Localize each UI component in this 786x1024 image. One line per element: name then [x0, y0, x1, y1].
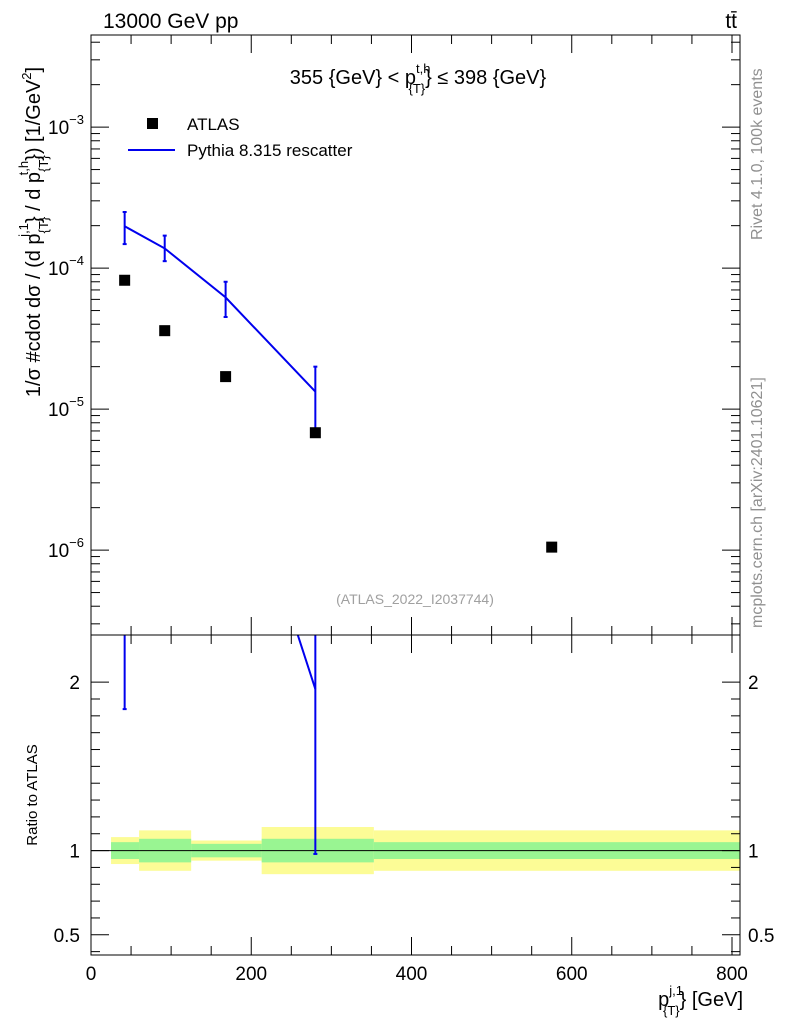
atlas-data-point [119, 274, 131, 286]
main-ytick-label: 10−4 [48, 253, 84, 280]
ratio-ytick-label-left: 0.5 [54, 926, 80, 947]
main-title: 355 {GeV} < pt,h {T}} ≤ 398 {GeV} [290, 61, 547, 96]
atlas-data-point [159, 325, 171, 337]
atlas-data-point [546, 541, 558, 553]
xtick-label: 200 [235, 964, 267, 985]
process-label: tt̄ [725, 10, 737, 33]
analysis-watermark: (ATLAS_2022_I2037744) [336, 591, 494, 607]
atlas-data-point [309, 427, 321, 439]
rivet-side-label: Rivet 4.1.0, 100k events [749, 68, 766, 240]
ratio-ytick-label-left: 2 [69, 673, 80, 694]
ratio-ytick-label-right: 1 [748, 842, 759, 863]
ratio-panel: 0.5 0.5 1 1 2 2 0 200 400 600 800 Ratio to ATLAS p… [24, 634, 774, 1018]
ratio-ytick-label-right: 2 [748, 673, 759, 694]
xaxis-label: pj,1 {T}} [GeV] [658, 983, 743, 1018]
ratio-ytick-label-left: 1 [69, 842, 80, 863]
atlas-data-point [220, 371, 232, 383]
mcplots-side-label: mcplots.cern.ch [arXiv:2401.10621] [749, 377, 766, 628]
main-ytick-label: 10−5 [48, 394, 84, 421]
legend: ATLAS Pythia 8.315 rescatter [128, 115, 353, 160]
main-ytick-label: 10−6 [48, 535, 84, 562]
ratio-ylabel: Ratio to ATLAS [24, 744, 41, 845]
legend-label-atlas: ATLAS [187, 115, 240, 134]
main-ylabel: 1/σ #cdot dσ / (d p{T}j,1} / d p{T}t,h})… [16, 67, 51, 397]
xtick-label: 400 [396, 964, 428, 985]
legend-marker-atlas [147, 118, 158, 129]
legend-label-pythia: Pythia 8.315 rescatter [187, 141, 353, 160]
xtick-label: 600 [556, 964, 588, 985]
energy-label: 13000 GeV pp [103, 10, 238, 33]
ratio-frame [90, 634, 741, 956]
pythia-line [124, 225, 317, 393]
xtick-label: 800 [716, 964, 748, 985]
main-ytick-label: 10−3 [48, 112, 84, 139]
main-panel: 10−3 10−4 10−5 10−6 355 {GeV} < pt,h {T}} ≤ … [16, 34, 741, 636]
ratio-pythia-line [296, 635, 317, 690]
ratio-ytick-label-right: 0.5 [748, 926, 774, 947]
xtick-label: 0 [86, 964, 97, 985]
